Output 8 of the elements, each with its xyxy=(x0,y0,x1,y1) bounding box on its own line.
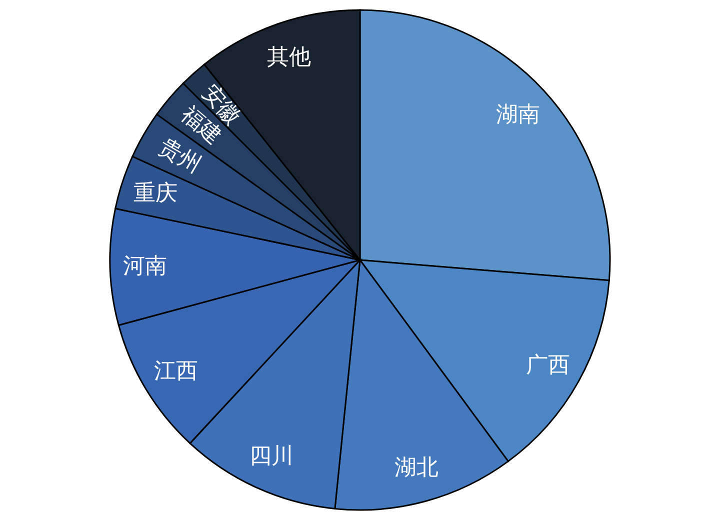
slice-label: 江西 xyxy=(154,359,198,384)
slice-label: 重庆 xyxy=(134,180,178,206)
slice-label: 四川 xyxy=(250,444,294,469)
slice-label: 广西 xyxy=(526,352,570,378)
slice-label: 湖北 xyxy=(394,455,439,480)
slice-label: 河南 xyxy=(123,254,168,280)
slice-label: 湖南 xyxy=(496,102,540,128)
slice-label: 其他 xyxy=(267,45,312,70)
